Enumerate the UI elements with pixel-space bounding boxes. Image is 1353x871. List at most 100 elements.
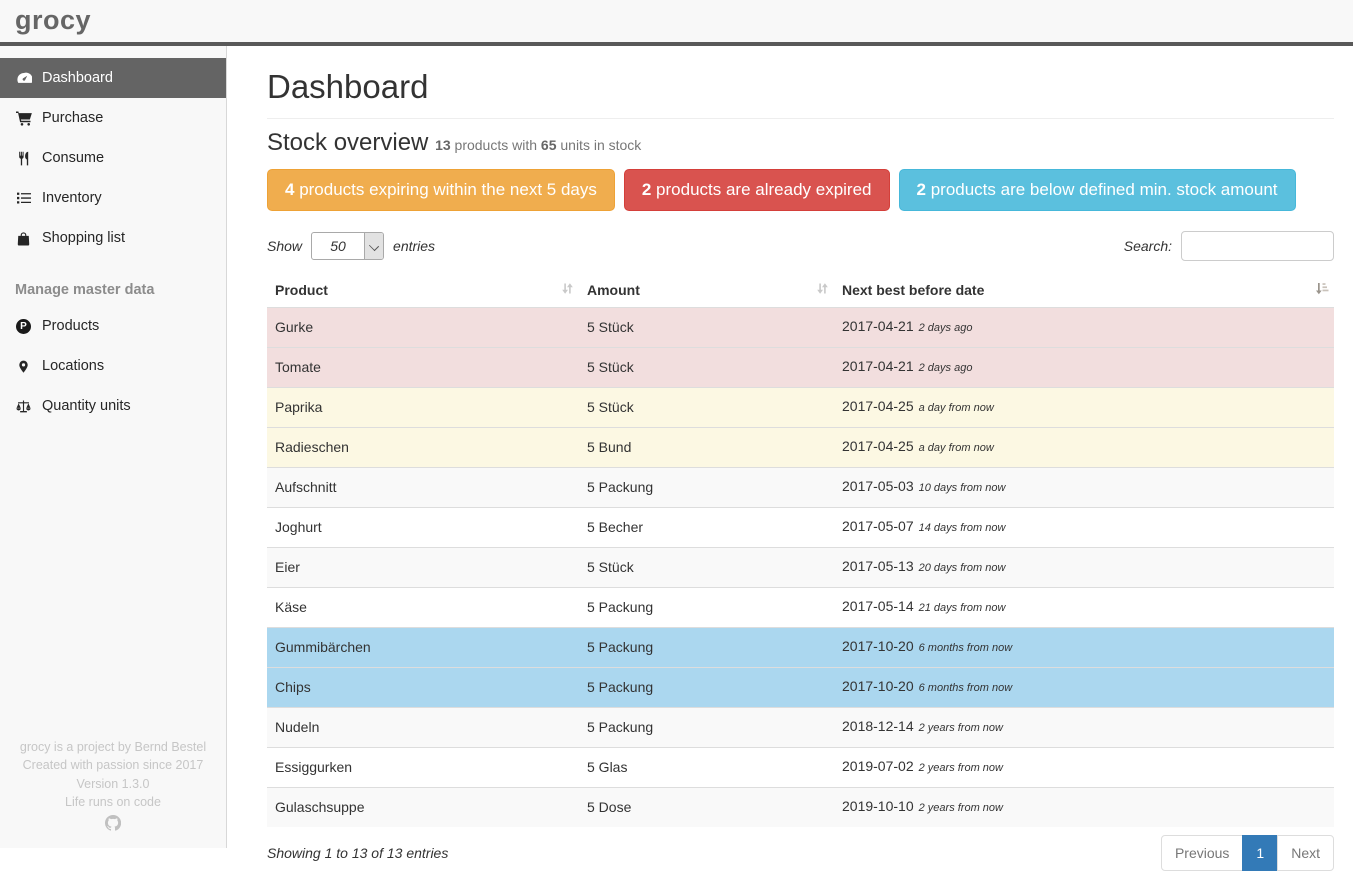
product-cell: Paprika [267,387,579,428]
date-cell: 2017-05-03 10 days from now [834,467,1334,508]
stock-overview-subtitle: 13 products with 65 units in stock [435,137,642,153]
relative-date-label: 14 days from now [918,522,1006,534]
sort-unsorted-icon [816,282,829,298]
date-cell: 2019-07-02 2 years from now [834,747,1334,788]
page-title: Dashboard [267,68,429,105]
page-1-button[interactable]: 1 [1242,835,1279,871]
tachometer-icon [15,70,32,87]
amount-cell: 5 Dose [579,787,834,827]
amount-cell: 5 Stück [579,347,834,388]
column-header-next-best-before-date[interactable]: Next best before date [834,273,1334,308]
amount-cell: 5 Packung [579,627,834,668]
sidebar-item-label: Purchase [42,110,104,126]
date-cell: 2017-04-25 a day from now [834,427,1334,468]
utensils-icon [15,150,32,167]
sort-unsorted-icon [561,282,574,298]
date-cell: 2017-05-07 14 days from now [834,507,1334,548]
amount-cell: 5 Stück [579,387,834,428]
top-navbar: grocy [0,0,1353,46]
date-cell: 2017-05-14 21 days from now [834,587,1334,628]
table-row: Chips 5 Packung 2017-10-20 6 months from … [267,667,1334,708]
sidebar-item-label: Locations [42,358,105,374]
list-icon [15,190,32,207]
sidebar-item-label: Products [42,318,100,334]
app-logo[interactable]: grocy [15,5,92,35]
product-cell: Eier [267,547,579,588]
relative-date-label: 10 days from now [918,482,1006,494]
expiring-products-button[interactable]: 4 products expiring within the next 5 da… [267,169,615,211]
main-content: Dashboard Stock overview 13 products wit… [227,46,1353,871]
relative-date-label: 2 years from now [918,722,1003,734]
entries-label: entries [393,238,436,254]
sidebar-item-locations[interactable]: Locations [0,346,226,386]
below-min-stock-button[interactable]: 2 products are below defined min. stock … [898,169,1296,211]
shopping-bag-icon [15,230,32,247]
chevron-down-icon [364,233,384,259]
date-cell: 2017-10-20 6 months from now [834,627,1334,668]
expired-products-button[interactable]: 2 products are already expired [623,169,890,211]
sidebar-item-inventory[interactable]: Inventory [0,178,226,218]
amount-cell: 5 Packung [579,707,834,748]
table-row: Gulaschsuppe 5 Dose 2019-10-10 2 years fr… [267,787,1334,827]
master-data-header: Manage master data [15,282,155,298]
sidebar-item-dashboard[interactable]: Dashboard [0,58,226,98]
table-footer: Showing 1 to 13 of 13 entries Previous 1… [267,835,1334,871]
relative-date-label: 6 months from now [918,642,1013,654]
product-circle-p-icon: P [15,318,32,335]
search-input[interactable] [1181,231,1334,261]
table-header-row: Product Amount Next best before date [267,273,1334,308]
table-row: Gurke 5 Stück 2017-04-21 2 days ago [267,307,1334,348]
table-row: Eier 5 Stück 2017-05-13 20 days from now [267,547,1334,588]
search-control: Search: [1124,231,1334,261]
stock-table-body: Gurke 5 Stück 2017-04-21 2 days ago Tomat… [267,307,1334,827]
date-cell: 2017-05-13 20 days from now [834,547,1334,588]
shopping-cart-icon [15,110,32,127]
date-cell: 2017-10-20 6 months from now [834,667,1334,708]
next-page-button[interactable]: Next [1277,835,1334,871]
sidebar-item-shopping-list[interactable]: Shopping list [0,218,226,258]
title-divider [267,118,1334,119]
balance-scale-icon [15,398,32,415]
product-cell: Essiggurken [267,747,579,788]
amount-cell: 5 Packung [579,467,834,508]
stock-overview-title: Stock overview 13 products with 65 units… [267,129,642,156]
footer-line: Created with passion since 2017 [22,758,204,772]
amount-cell: 5 Stück [579,547,834,588]
date-cell: 2017-04-21 2 days ago [834,347,1334,388]
amount-cell: 5 Stück [579,307,834,348]
amount-cell: 5 Packung [579,667,834,708]
column-header-product[interactable]: Product [267,273,579,308]
search-label: Search: [1123,238,1172,254]
product-cell: Gummibärchen [267,627,579,668]
sidebar-item-products[interactable]: P Products [0,306,226,346]
product-cell: Käse [267,587,579,628]
stock-table: Product Amount Next best before date [267,273,1334,827]
show-label: Show [267,238,303,254]
product-cell: Joghurt [267,507,579,548]
footer-line: Version 1.3.0 [76,776,150,791]
column-header-amount[interactable]: Amount [579,273,834,308]
table-row: Käse 5 Packung 2017-05-14 21 days from no… [267,587,1334,628]
relative-date-label: 6 months from now [918,682,1013,694]
table-row: Gummibärchen 5 Packung 2017-10-20 6 month… [267,627,1334,668]
sidebar-item-consume[interactable]: Consume [0,138,226,178]
product-cell: Gurke [267,307,579,348]
page-size-select[interactable]: 50 [311,232,385,260]
sidebar-item-purchase[interactable]: Purchase [0,98,226,138]
date-cell: 2018-12-14 2 years from now [834,707,1334,748]
table-row: Tomate 5 Stück 2017-04-21 2 days ago [267,347,1334,388]
status-alerts: 4 products expiring within the next 5 da… [267,169,1334,211]
amount-cell: 5 Bund [579,427,834,468]
table-row: Nudeln 5 Packung 2018-12-14 2 years from … [267,707,1334,748]
github-icon[interactable] [0,814,226,837]
relative-date-label: a day from now [918,442,994,454]
sidebar-item-quantity-units[interactable]: Quantity units [0,386,226,426]
date-cell: 2017-04-21 2 days ago [834,307,1334,348]
previous-page-button[interactable]: Previous [1160,835,1244,871]
table-controls: Show 50 entries Search: [267,231,1334,261]
footer-line: Life runs on code [65,795,161,809]
pagination: Previous 1 Next [1160,835,1334,871]
amount-cell: 5 Packung [579,587,834,628]
sidebar-item-label: Dashboard [42,70,113,86]
relative-date-label: 2 years from now [918,762,1003,774]
